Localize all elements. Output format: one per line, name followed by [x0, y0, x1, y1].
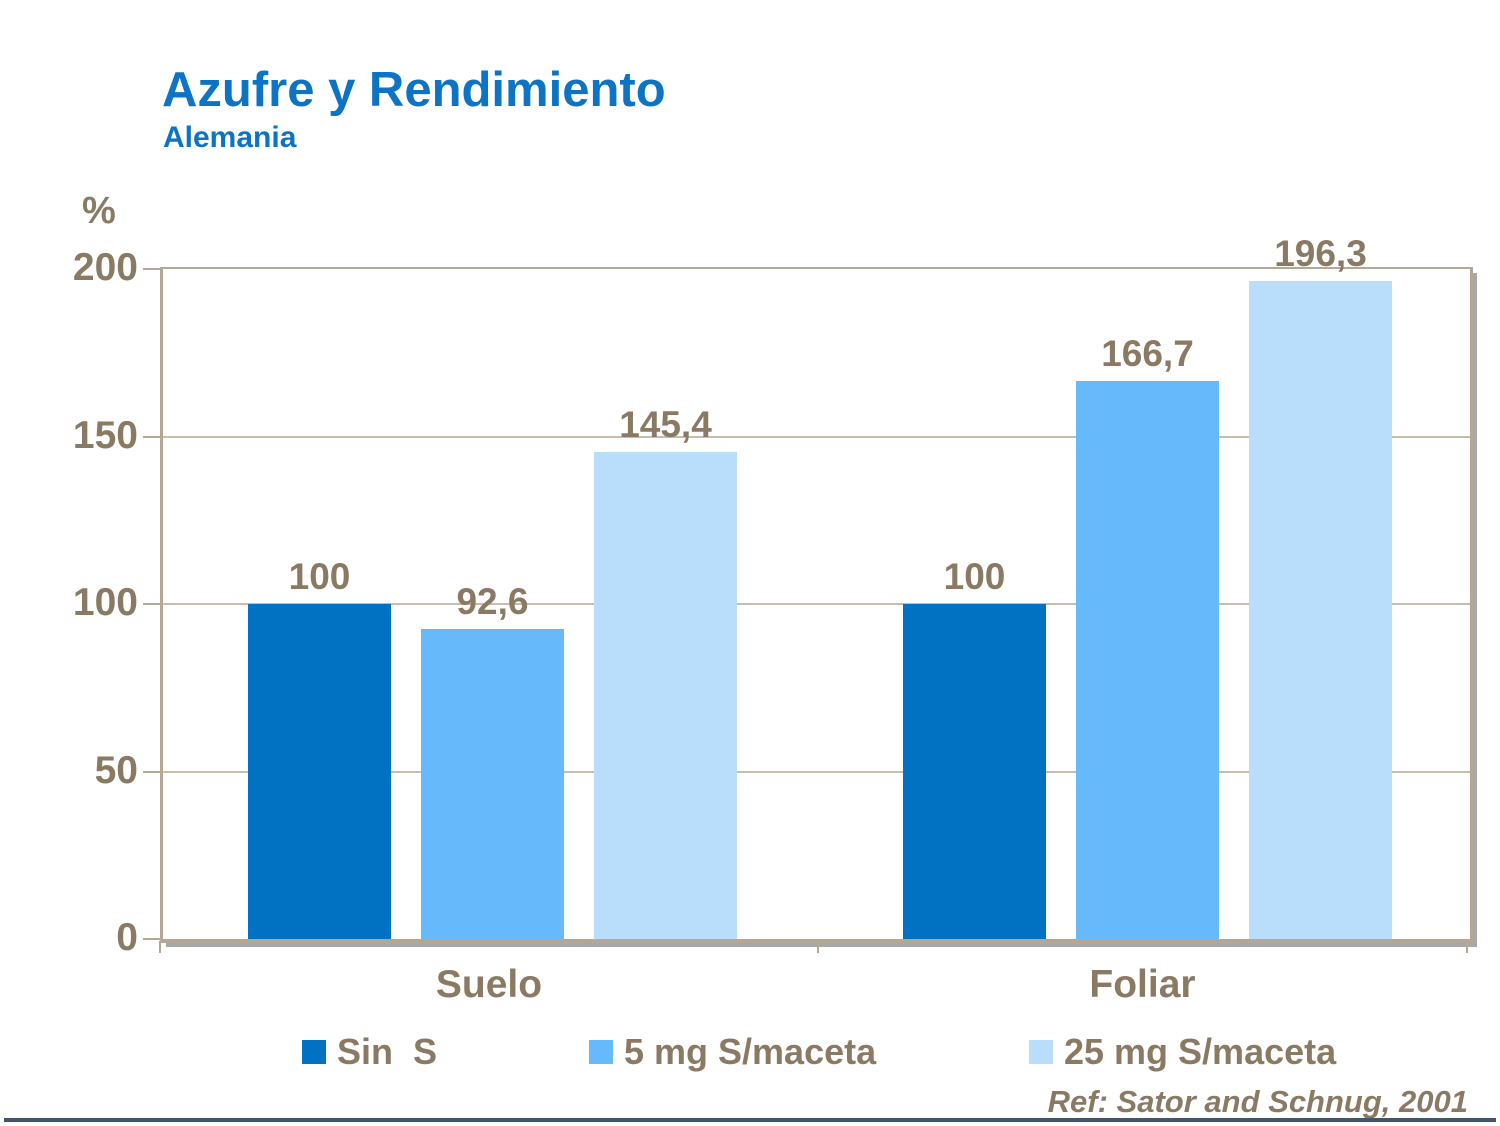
y-tick-mark-150	[143, 436, 160, 438]
bar-value-label: 145,4	[619, 404, 712, 445]
plot-area: 100 92,6 145,4 100 166,7 196,3	[160, 233, 1473, 943]
chart-subtitle: Alemania	[163, 121, 297, 154]
category-label-foliar: Foliar	[1089, 963, 1196, 1006]
x-axis-tick-1	[817, 941, 819, 953]
legend-label: Sin S	[337, 1031, 438, 1072]
legend-swatch-icon	[1029, 1040, 1053, 1064]
y-tick-mark-200	[143, 268, 160, 270]
bar-value-label: 166,7	[1101, 333, 1194, 374]
gridline-100	[163, 603, 1470, 605]
y-tick-mark-50	[143, 771, 160, 773]
legend-label: 25 mg S/maceta	[1064, 1031, 1337, 1072]
legend-swatch-icon	[302, 1040, 326, 1064]
y-tick-label-150: 150	[72, 414, 138, 457]
x-axis-tick-0	[159, 941, 161, 953]
category-label-suelo: Suelo	[435, 963, 543, 1006]
x-axis-tick-2	[1466, 941, 1468, 953]
bar-value-label: 100	[288, 556, 351, 597]
bar-value-label: 196,3	[1274, 233, 1367, 274]
reference-text: Ref: Sator and Schnug, 2001	[1047, 1084, 1468, 1119]
bar-suelo-3	[594, 452, 737, 939]
y-tick-mark-0	[143, 938, 160, 940]
gridline-50	[163, 771, 1470, 773]
y-tick-label-100: 100	[72, 581, 138, 624]
bottom-accent-line	[4, 1118, 1496, 1122]
legend-swatch-icon	[589, 1040, 613, 1064]
y-tick-label-50: 50	[94, 749, 138, 792]
legend-item-1: Sin S	[302, 1031, 437, 1073]
y-axis-unit-label: %	[82, 190, 116, 232]
legend-label: 5 mg S/maceta	[624, 1031, 877, 1072]
y-tick-label-200: 200	[72, 246, 138, 289]
bar-foliar-3	[1249, 281, 1392, 939]
bar-value-label: 100	[943, 556, 1006, 597]
legend-item-2: 5 mg S/maceta	[589, 1031, 876, 1073]
bar-value-label: 92,6	[456, 581, 529, 622]
bar-foliar-2	[1076, 381, 1219, 939]
y-tick-label-0: 0	[116, 916, 138, 959]
legend-item-3: 25 mg S/maceta	[1029, 1031, 1336, 1073]
gridline-150	[163, 436, 1470, 438]
bar-suelo-1	[248, 604, 391, 939]
bar-suelo-2	[421, 629, 564, 939]
bar-foliar-1	[903, 604, 1046, 939]
y-tick-mark-100	[143, 603, 160, 605]
chart-title: Azufre y Rendimiento	[162, 63, 666, 117]
